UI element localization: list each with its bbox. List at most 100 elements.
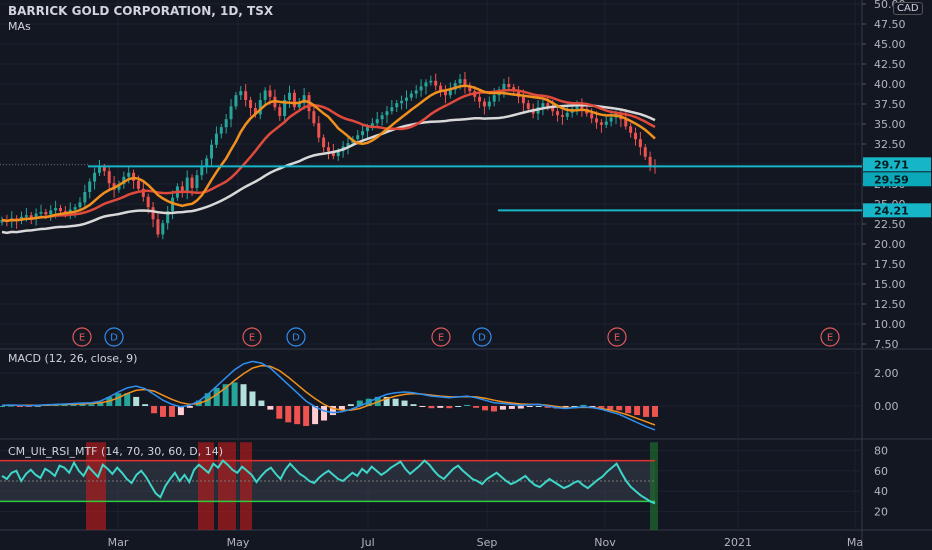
candle-body [565,112,569,117]
macd-histogram-bar [356,400,363,406]
macd-histogram-bar [177,406,184,416]
candle-body [278,107,282,116]
macd-indicator-label[interactable]: MACD (12, 26, close, 9) [8,352,138,365]
price-tick-label: 47.50 [874,18,906,31]
candle-body [97,167,101,173]
macd-histogram-bar [580,404,587,406]
candle-body [395,103,399,108]
event-marker [472,327,492,347]
macd-line [1,360,656,431]
macd-histogram-bar [446,406,453,409]
candle-body [463,79,467,86]
candle-body [419,86,423,91]
macd-histogram-bar [464,404,471,406]
macd-histogram-bar [285,406,292,423]
macd-histogram-bar [213,387,220,406]
candle-body [229,106,233,120]
event-marker-letter: E [827,333,833,344]
macd-histogram-bar [79,404,86,406]
macd-histogram-bar [571,406,578,407]
macd-histogram-bar [383,396,390,406]
candle-body [88,181,92,192]
rsi-overbought-zone [86,442,106,530]
event-marker [607,327,627,347]
macd-tick-label: 2.00 [874,367,899,380]
event-marker-letter: D [292,333,300,344]
candle-body [68,209,72,213]
candle-body [288,92,292,100]
macd-histogram-bar [499,406,506,410]
candle-body [370,123,374,128]
macd-histogram-bar [598,406,605,408]
candle-body [521,96,525,104]
macd-histogram-bar [482,406,489,411]
price-tick-label: 12.50 [874,298,906,311]
candle-body [575,105,579,109]
event-marker [242,327,262,347]
moving-averages-label[interactable]: MAs [8,20,31,33]
candle-body [458,79,462,84]
candle-body [268,90,272,97]
rsi-tick-label: 60 [874,465,888,478]
currency-badge[interactable]: CAD [893,2,923,15]
macd-histogram-bar [437,406,444,408]
candle-body [439,85,443,91]
candle-body [219,127,223,134]
candle-body [24,215,28,217]
candle-body [39,212,43,214]
candle-body [34,213,38,218]
candle-body [283,100,287,116]
candle-body [580,105,584,109]
candle-body [117,184,121,190]
event-marker [286,327,306,347]
macd-histogram-bar [625,406,632,414]
macd-histogram-bar [544,406,551,408]
macd-histogram-bar [88,404,95,406]
rsi-tick-label: 40 [874,485,888,498]
ma-fast-line [1,84,656,223]
price-tick-label: 20.00 [874,238,906,251]
candle-body [49,210,53,215]
candle-body [292,92,296,108]
macd-histogram-bar [312,406,319,425]
candle-body [146,196,150,208]
candle-body [258,100,262,115]
macd-histogram-bar [517,406,524,409]
event-marker-letter: D [110,333,118,344]
candle-body [356,135,360,140]
candle-body [234,95,238,107]
macd-histogram-bar [7,405,14,407]
rsi-indicator-label[interactable]: CM_Ult_RSI_MTF (14, 70, 30, 60, D, 14) [8,445,223,458]
time-axis-label: 2021 [724,536,752,549]
symbol-title: BARRICK GOLD CORPORATION, 1D, TSX [8,4,274,18]
macd-histogram-bar [267,406,274,410]
macd-histogram-bar [34,405,41,407]
macd-histogram-bar [392,398,399,406]
event-marker-letter: E [249,333,255,344]
rsi-tick-label: 20 [874,506,888,519]
price-tick-label: 42.50 [874,58,906,71]
macd-histogram-bar [151,406,158,414]
macd-histogram-bar [97,402,104,406]
candle-body [327,147,330,152]
macd-histogram-bar [338,406,345,410]
candle-body [78,202,82,208]
candle-body [54,208,58,211]
macd-histogram-bar [168,406,175,417]
price-tick-label: 32.50 [874,138,906,151]
candle-body [200,167,204,176]
macd-histogram-bar [401,400,408,406]
event-marker-letter: E [438,333,444,344]
candle-body [648,156,652,167]
candle-body [487,101,491,107]
candle-body [263,90,267,100]
candle-body [317,123,321,138]
macd-histogram-bar [455,406,462,407]
price-tick-label: 7.50 [874,338,899,351]
candle-body [136,180,140,189]
candle-body [107,171,111,184]
candle-body [122,176,126,184]
macd-histogram-bar [410,404,417,406]
